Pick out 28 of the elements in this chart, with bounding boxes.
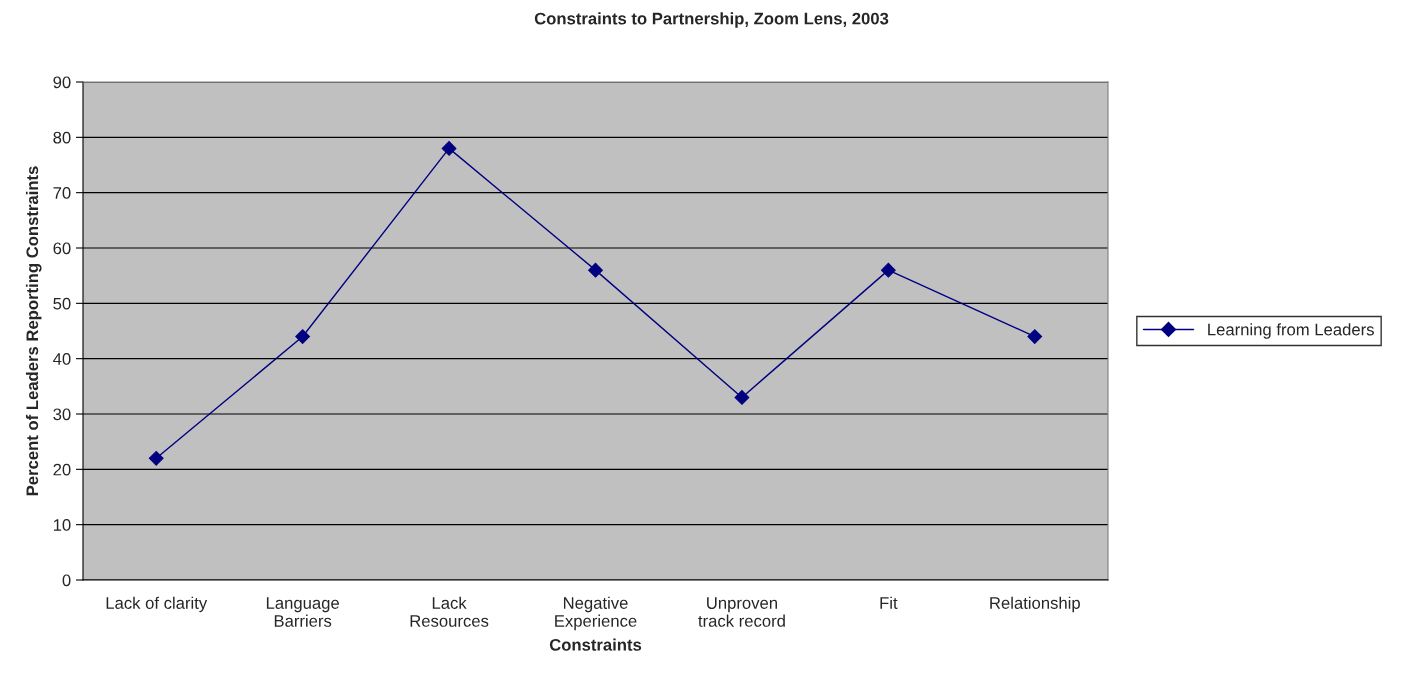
y-tick-label: 70 bbox=[53, 187, 71, 199]
y-tick-label: 50 bbox=[53, 297, 71, 310]
y-axis-title: Percent of Leaders Reporting Constraints bbox=[25, 166, 42, 496]
x-tick-label: Unproven track record bbox=[698, 597, 785, 627]
point bbox=[588, 262, 603, 278]
point bbox=[441, 141, 457, 156]
y-tick-label: 60 bbox=[53, 242, 71, 255]
y-tick-label: 30 bbox=[53, 408, 71, 421]
x-tick-label: Lack Resources bbox=[410, 596, 489, 627]
x-tick-label: Lack of clarity bbox=[106, 596, 208, 613]
x-tick-label: Fit bbox=[880, 596, 898, 609]
y-tick-label: 40 bbox=[53, 353, 71, 365]
x-tick-label: Negative Experience bbox=[555, 596, 637, 631]
y-tick-label: 0 bbox=[62, 574, 71, 587]
legend-label: Learning from Leaders bbox=[1208, 323, 1374, 339]
x-tick-label: Language Barriers bbox=[266, 597, 339, 627]
y-tick-label: 90 bbox=[53, 76, 71, 89]
y-tick-label: 10 bbox=[53, 519, 71, 531]
x-axis-title: Constraints bbox=[549, 638, 642, 651]
point bbox=[1027, 329, 1043, 344]
point bbox=[295, 329, 311, 344]
point bbox=[880, 262, 896, 278]
point bbox=[148, 450, 164, 466]
point bbox=[734, 390, 750, 405]
chart-title: Constraints to Partnership, Zoom Lens, 2003 bbox=[534, 12, 889, 28]
y-tick-label: 20 bbox=[53, 463, 71, 476]
x-tick-label: Relationship bbox=[990, 596, 1080, 613]
y-tick-label: 80 bbox=[53, 131, 71, 144]
